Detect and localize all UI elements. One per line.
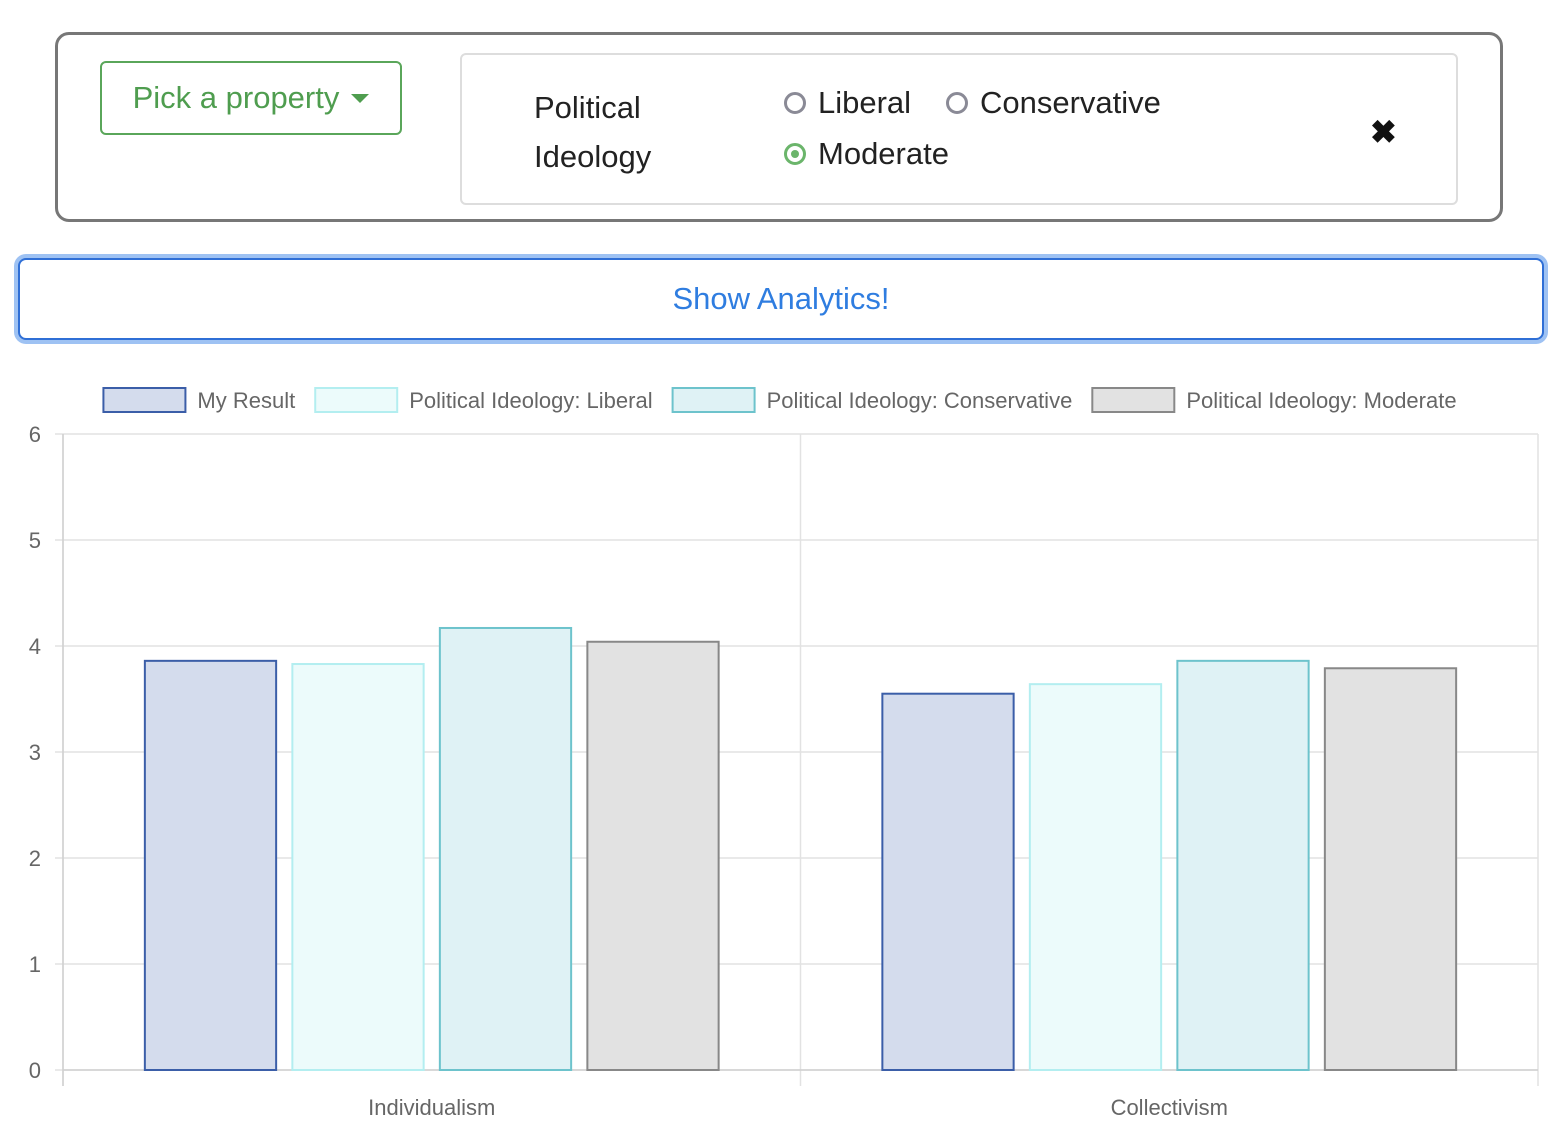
legend-label: Political Ideology: Liberal [409,388,652,413]
y-tick-label: 6 [29,422,41,447]
legend-swatch [102,387,187,413]
radio-button[interactable] [784,92,806,114]
bar [1176,659,1310,1071]
bar [881,692,1015,1071]
radio-option-moderate[interactable]: Moderate [784,136,949,172]
legend-swatch [671,387,756,413]
bar [143,659,278,1071]
radio-button[interactable] [784,143,806,165]
radio-option-liberal[interactable]: Liberal [784,85,911,121]
radio-option-conservative[interactable]: Conservative [946,85,1161,121]
filter-panel: Pick a property Political Ideology Liber… [55,32,1503,222]
pick-property-label: Pick a property [132,80,340,115]
property-card: Political Ideology Liberal Conservative … [460,53,1458,205]
caret-down-icon [351,93,370,103]
legend-swatch [1091,387,1176,413]
bar [438,626,573,1071]
x-tick-label: Individualism [368,1095,495,1120]
y-tick-label: 0 [29,1058,41,1083]
property-name: Political Ideology [534,90,652,174]
x-tick-label: Collectivism [1111,1095,1228,1120]
bar [1323,667,1458,1071]
pick-property-dropdown[interactable]: Pick a property [100,61,402,135]
bar [291,663,425,1071]
y-tick-label: 4 [29,634,41,659]
y-tick-label: 3 [29,740,41,765]
radio-button[interactable] [946,92,968,114]
legend-label: My Result [197,388,295,413]
y-tick-label: 1 [29,952,41,977]
radio-label: Moderate [818,136,949,171]
radio-label: Liberal [818,85,912,120]
show-analytics-button[interactable]: Show Analytics! [18,258,1544,340]
legend-label: Political Ideology: Moderate [1186,388,1456,413]
bar [1028,683,1163,1071]
bar-chart: 0 1 2 3 4 5 6 Individualism Collectivism My Resul… [29,387,1539,1120]
y-tick-label: 2 [29,846,41,871]
y-tick-label: 5 [29,528,41,553]
legend-swatch [314,387,399,413]
bar [586,640,720,1071]
close-icon[interactable]: ✖ [1370,114,1397,150]
radio-label: Conservative [980,85,1161,120]
legend-label: Political Ideology: Conservative [767,388,1073,413]
